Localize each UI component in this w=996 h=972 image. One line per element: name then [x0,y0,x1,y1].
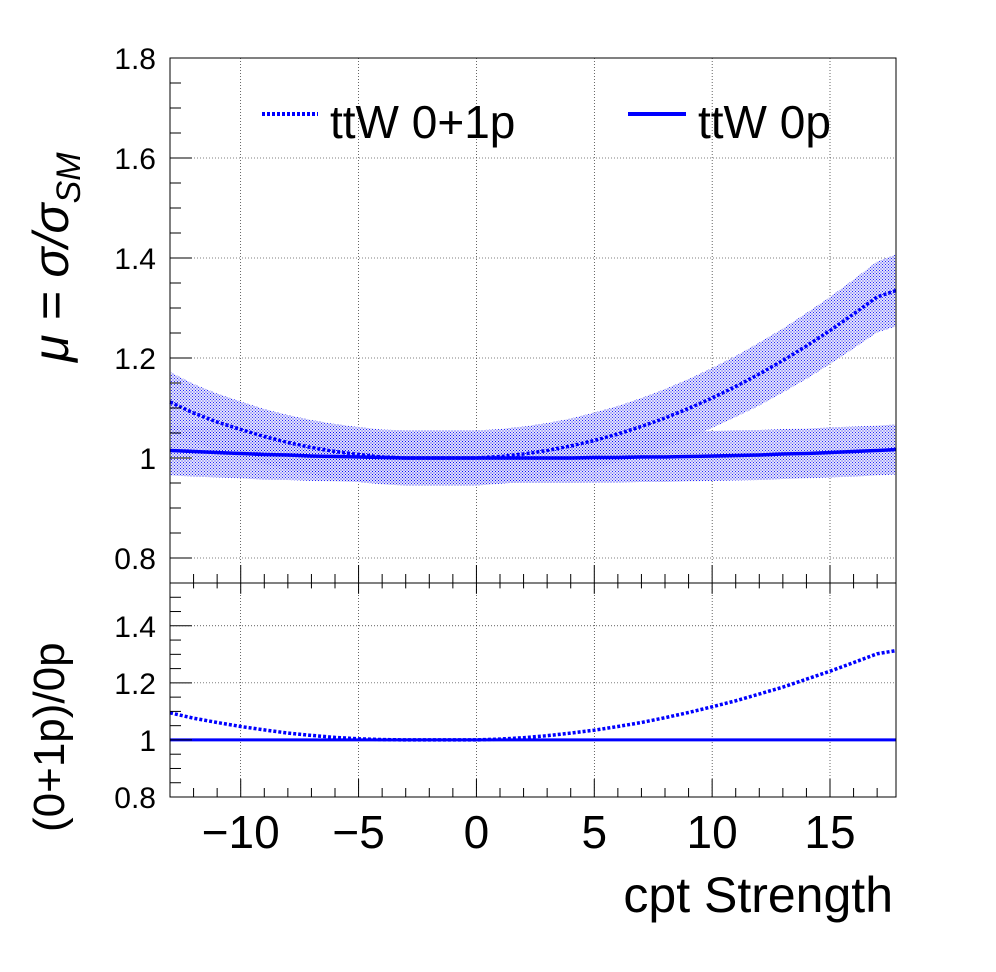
ratio-y-axis-title: (0+1p)/0p [25,642,74,832]
main-y-tick-label: 1.8 [114,43,156,76]
legend-entry-ttw-0p1p: ttW 0+1p [262,96,515,148]
legend: ttW 0+1p ttW 0p [262,96,831,148]
main-y-tick-labels: 0.8 1 1.2 1.4 1.6 1.8 [114,43,156,576]
main-panel: 0.8 1 1.2 1.4 1.6 1.8 ttW 0+1p ttW 0p μ = σ/σ… [23,43,897,584]
legend-label-ttw-0p1p: ttW 0+1p [330,96,515,148]
ratio-y-tick-label: 1 [139,725,156,758]
ratio-y-tick-label: 1.4 [114,611,156,644]
ratio-panel: 0.8 1 1.2 1.4 −10 −5 0 5 10 15 (0+1p)/0p cpt Str… [25,582,897,923]
x-tick-label: 0 [464,806,490,858]
x-tick-label: −10 [202,806,280,858]
legend-entry-ttw-0p: ttW 0p [628,96,831,148]
main-y-tick-label: 0.8 [114,543,156,576]
ratio-series-lines [169,648,897,742]
ratio-y-tick-label: 1.2 [114,668,156,701]
ratio-grid [170,583,896,798]
series-line-ttw-0p [169,447,897,460]
ratio-y-tick-labels: 0.8 1 1.2 1.4 [114,611,156,815]
main-y-tick-label: 1.4 [114,243,156,276]
main-y-tick-label: 1 [139,443,156,476]
x-tick-label: 15 [804,806,855,858]
uncertainty-band-ttw-0p1p [170,254,896,486]
main-y-tick-label: 1.2 [114,343,156,376]
main-y-axis-title: μ = σ/σSM [23,152,88,364]
main-axis-ticks [169,57,878,584]
x-tick-label: −5 [332,806,384,858]
y-axis-title-main-part: μ = σ/σ [23,202,79,364]
ratio-axis-ticks [169,582,878,798]
x-tick-labels: −10 −5 0 5 10 15 [202,806,856,858]
y-axis-title-subscript: SM [50,152,88,204]
x-axis-title: cpt Strength [623,867,893,923]
ratio-line [169,648,897,742]
main-y-tick-label: 1.6 [114,143,156,176]
x-tick-label: 10 [687,806,738,858]
main-series-lines [169,288,897,460]
ratio-plot-frame [169,582,897,798]
series-line-ttw-0p1p [169,288,897,460]
x-tick-label: 5 [581,806,607,858]
ratio-y-tick-label: 0.8 [114,782,156,815]
legend-label-ttw-0p: ttW 0p [698,96,831,148]
